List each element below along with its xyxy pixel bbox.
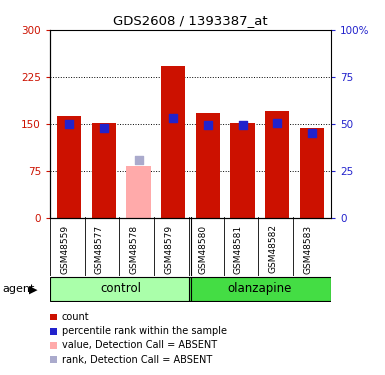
Text: GSM48579: GSM48579 [164,225,173,274]
Text: GSM48559: GSM48559 [60,225,69,274]
Point [309,130,315,136]
Bar [265,111,290,218]
Point [170,114,176,120]
Text: percentile rank within the sample: percentile rank within the sample [62,326,227,336]
Text: GSM48581: GSM48581 [234,225,243,274]
Bar [161,66,185,218]
Text: rank, Detection Call = ABSENT: rank, Detection Call = ABSENT [62,355,212,364]
Point [66,121,72,127]
Text: GSM48577: GSM48577 [95,225,104,274]
Title: GDS2608 / 1393387_at: GDS2608 / 1393387_at [113,15,268,27]
Text: value, Detection Call = ABSENT: value, Detection Call = ABSENT [62,340,217,350]
Bar [50,277,192,301]
Text: count: count [62,312,89,322]
Point [205,122,211,128]
Bar [126,166,151,218]
Bar [231,123,255,218]
Text: ▶: ▶ [29,285,37,294]
Bar [196,112,220,218]
Bar [92,123,116,218]
Bar [57,116,81,218]
Text: agent: agent [2,285,34,294]
Text: GSM48578: GSM48578 [129,225,139,274]
Bar [189,277,331,301]
Bar [300,128,324,217]
Point [274,120,280,126]
Text: GSM48583: GSM48583 [303,225,312,274]
Text: olanzapine: olanzapine [228,282,292,295]
Point [239,122,246,128]
Text: GSM48582: GSM48582 [268,225,277,273]
Text: GSM48580: GSM48580 [199,225,208,274]
Point [101,124,107,130]
Text: control: control [101,282,142,295]
Point [136,157,142,163]
